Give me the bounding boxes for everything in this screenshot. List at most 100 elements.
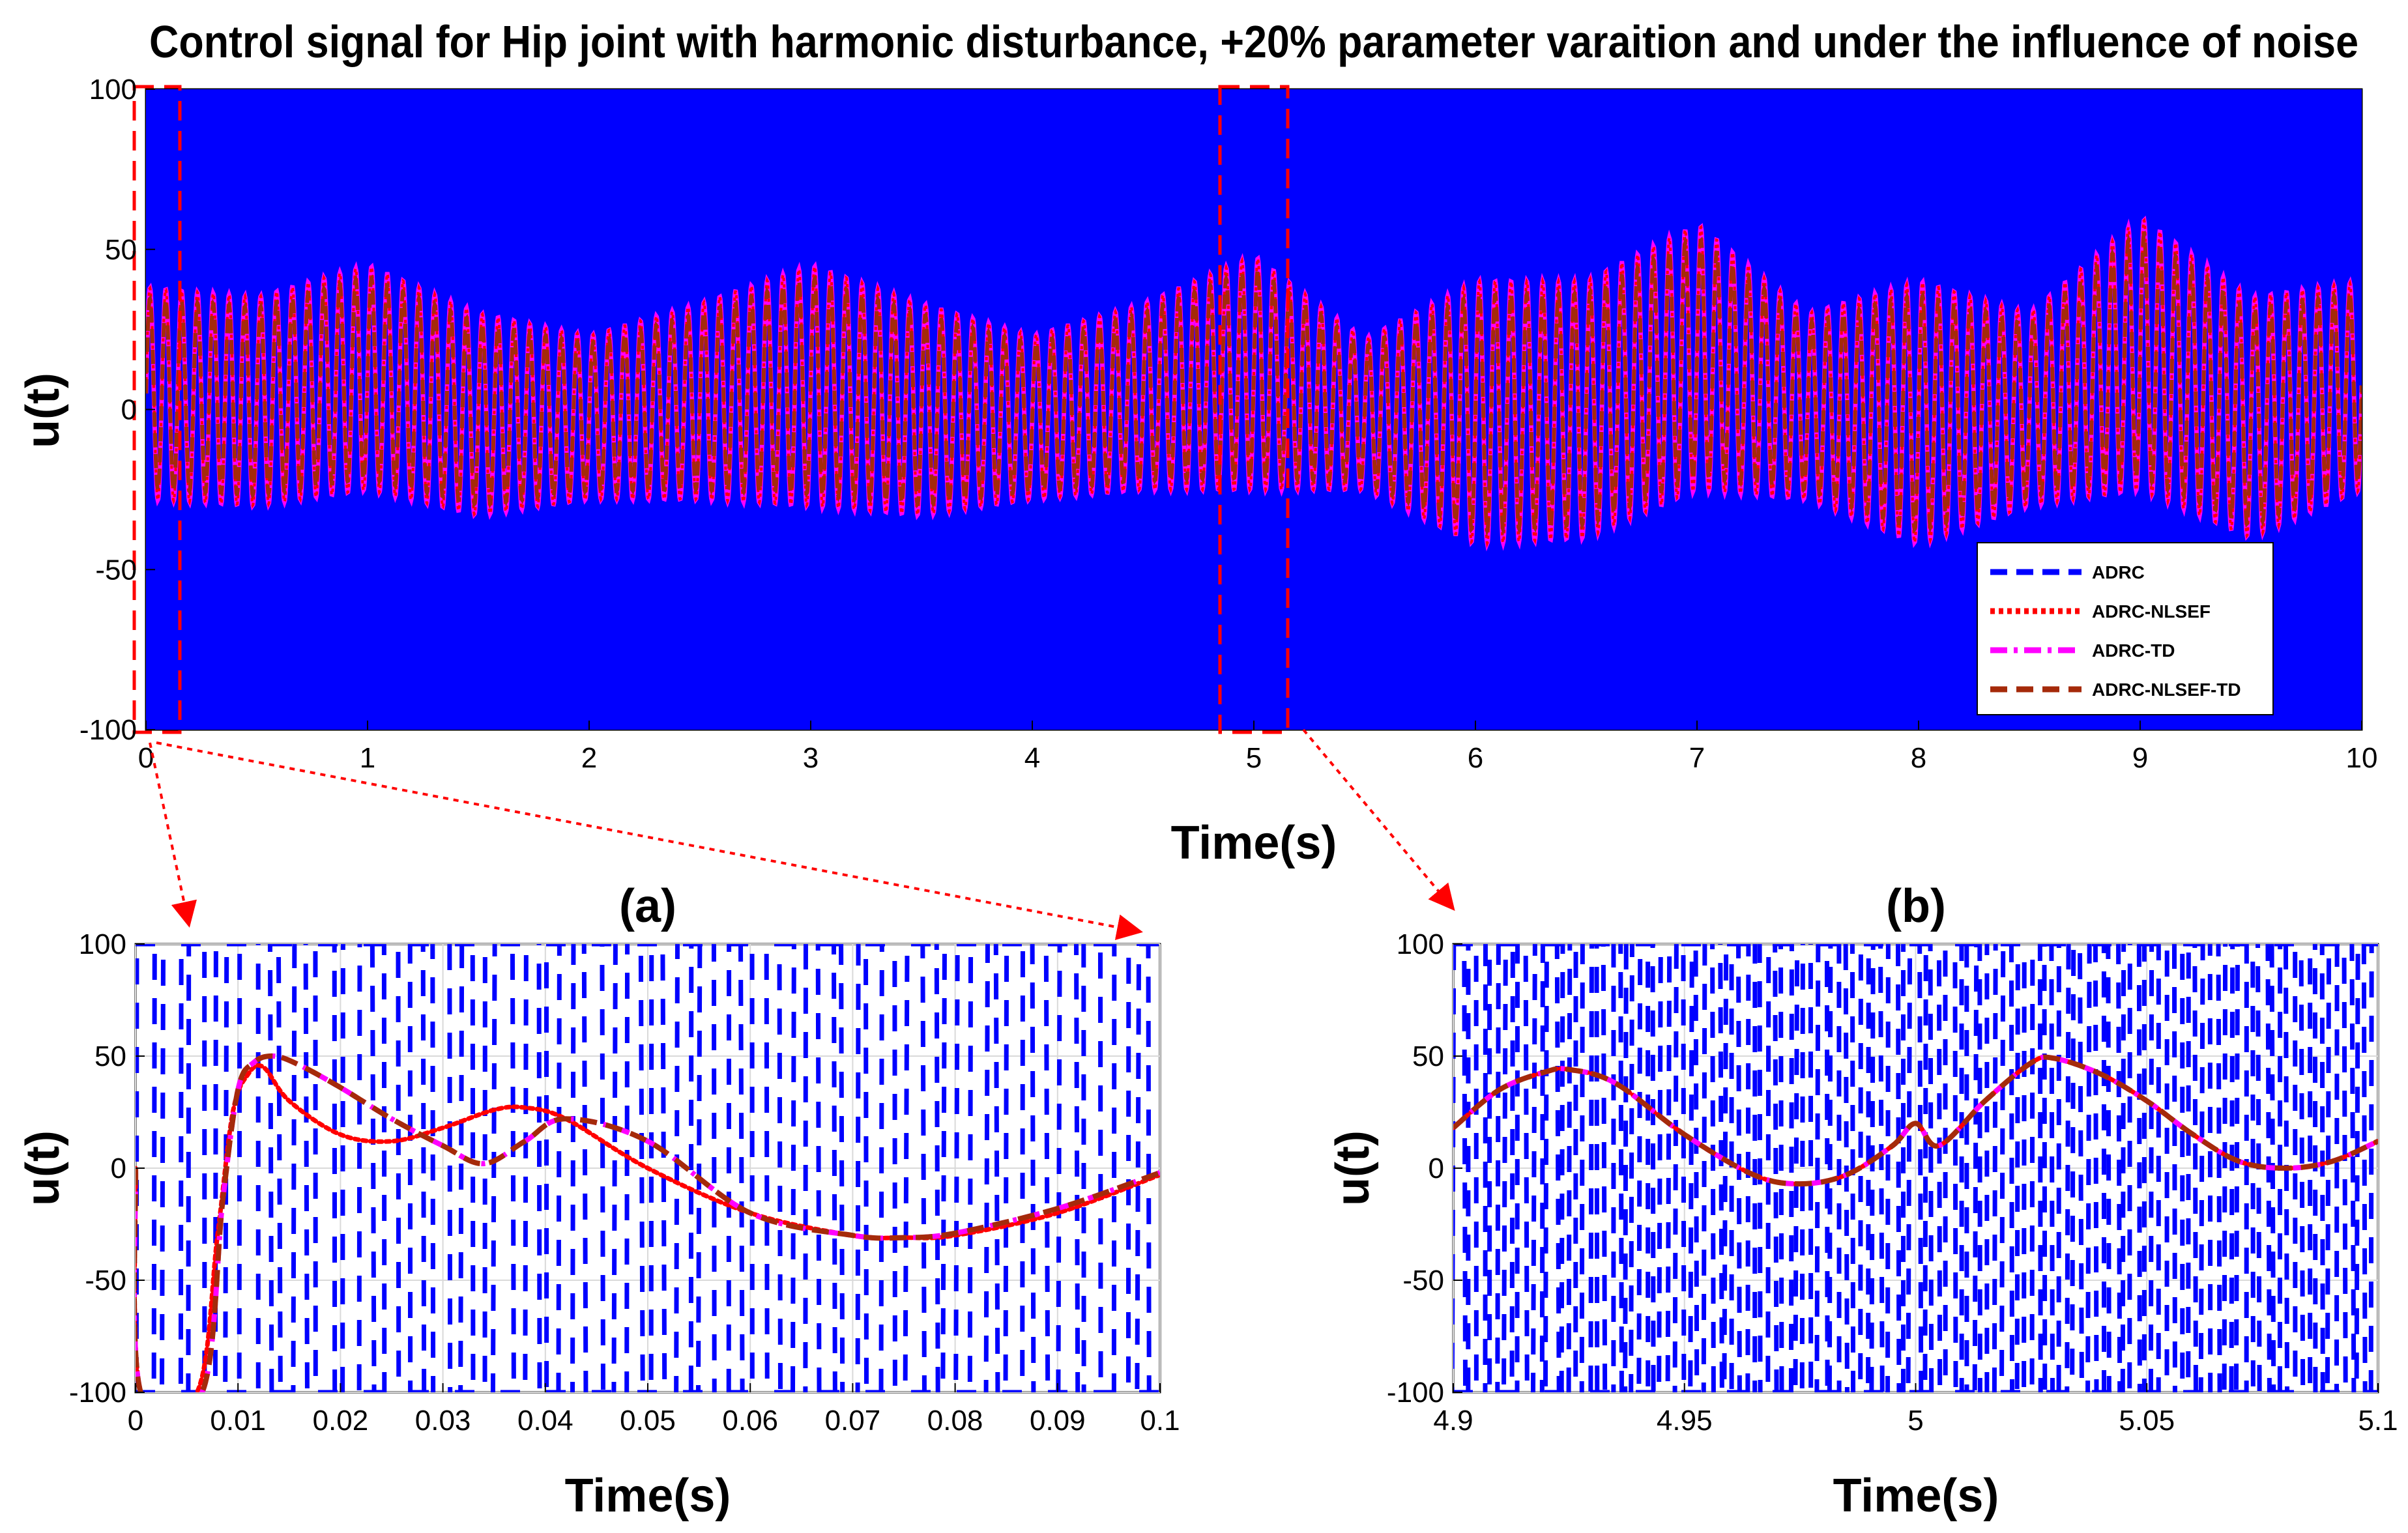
adrc-streak	[556, 944, 562, 1392]
main-x-axis-label: Time(s)	[1171, 817, 1337, 869]
zoom-region-boxes	[132, 85, 1290, 734]
adrc-streak	[370, 944, 377, 1392]
x-tick-label: 0.06	[722, 1405, 778, 1437]
x-tick-label: 5.1	[2358, 1405, 2398, 1437]
main-chart: Control signal for Hip joint with harmon…	[17, 16, 2377, 869]
connector-b	[1302, 728, 1455, 911]
x-tick-label: 0.08	[927, 1405, 983, 1437]
adrc-streak	[1618, 944, 1624, 1392]
x-tick-label: 4.95	[1657, 1405, 1713, 1437]
adrc-streak	[648, 944, 654, 1392]
adrc-streak	[1515, 944, 1520, 1392]
adrc-streak	[1030, 944, 1036, 1392]
x-tick-label: 7	[1689, 742, 1705, 774]
adrc-streak	[237, 944, 242, 1392]
adrc-streak	[2136, 944, 2142, 1392]
adrc-streak	[2093, 944, 2099, 1392]
y-tick-label: 100	[1397, 928, 1444, 960]
adrc-streak	[1972, 944, 1979, 1392]
adrc-streak	[1601, 944, 1608, 1392]
adrc-streak	[2065, 944, 2071, 1392]
adrc-streak	[1003, 944, 1009, 1392]
adrc-streak	[1928, 944, 1934, 1392]
adrc-streak	[1681, 944, 1687, 1392]
x-tick-label: 4	[1024, 742, 1040, 774]
adrc-streak	[2222, 944, 2228, 1392]
adrc-streak	[291, 944, 297, 1392]
x-tick-label: 9	[2132, 742, 2148, 774]
y-tick-label: -50	[95, 554, 137, 586]
adrc-streak	[470, 944, 476, 1392]
y-tick-label: 0	[111, 1153, 126, 1184]
y-tick-label: 50	[1412, 1040, 1444, 1072]
adrc-streak	[396, 944, 401, 1392]
adrc-streak	[2342, 944, 2348, 1392]
adrc-streak	[2361, 944, 2368, 1392]
x-tick-label: 5.05	[2119, 1405, 2175, 1437]
adrc-streak	[1992, 944, 1998, 1392]
adrc-streak	[2078, 944, 2084, 1392]
adrc-streak	[2106, 944, 2111, 1392]
x-tick-label: 0.05	[620, 1405, 676, 1437]
legend-label-adrc-nlsef-td: ADRC-NLSEF-TD	[2092, 680, 2241, 700]
adrc-streak	[1773, 944, 1779, 1392]
panel-b-y-axis-label: u(t)	[1327, 1130, 1379, 1206]
x-tick-label: 0.04	[517, 1405, 573, 1437]
adrc-streak	[831, 944, 837, 1392]
adrc-streak	[1878, 944, 1885, 1392]
x-tick-label: 0	[128, 1405, 143, 1437]
adrc-streak	[2192, 944, 2198, 1392]
adrc-streak	[1097, 944, 1103, 1392]
y-tick-label: -100	[1387, 1377, 1444, 1409]
adrc-streak	[2009, 944, 2015, 1392]
panel-b-x-axis-label: Time(s)	[1833, 1470, 1999, 1522]
adrc-streak	[1588, 944, 1594, 1392]
adrc-streak	[2198, 944, 2205, 1392]
adrc-streak	[983, 944, 990, 1392]
adrc-streak	[2085, 944, 2092, 1392]
main-y-axis-label: u(t)	[17, 373, 69, 448]
x-tick-label: 6	[1468, 742, 1483, 774]
connector-a-right	[156, 741, 1143, 940]
adrc-streak	[2233, 944, 2241, 1392]
adrc-streak	[523, 944, 529, 1392]
adrc-streak	[1543, 944, 1549, 1392]
x-tick-label: 0.01	[210, 1405, 266, 1437]
adrc-streak	[1657, 944, 1663, 1392]
adrc-streak	[159, 944, 166, 1392]
series-adrc-nlsef-td	[136, 1053, 1160, 1392]
zoom-panel-a: (a) 0 0.01 0.02 0.03 0.04 0.05 0.06 0.07 0.08 0.0…	[17, 880, 1180, 1522]
adrc-streak	[1146, 944, 1152, 1392]
adrc-streak	[920, 944, 927, 1392]
adrc-streak	[1135, 944, 1142, 1392]
y-tick-label: 100	[79, 928, 126, 960]
y-tick-label: 100	[89, 74, 137, 106]
legend-label-adrc-td: ADRC-TD	[2092, 640, 2175, 661]
y-tick-label: 50	[94, 1040, 126, 1072]
adrc-streak	[458, 944, 465, 1392]
adrc-streak	[303, 944, 310, 1392]
adrc-streak	[2354, 944, 2360, 1392]
adrc-streak	[1718, 944, 1724, 1392]
panel-b-x-ticks: 4.9 4.95 5 5.05 5.1	[1433, 1383, 2398, 1437]
main-y-ticks: 100 50 0 -50 -100	[80, 74, 155, 746]
adrc-streak	[2319, 944, 2325, 1392]
adrc-streak	[1672, 944, 1679, 1392]
adrc-streak	[1866, 944, 1871, 1392]
adrc-streak	[1869, 944, 1876, 1392]
adrc-streak	[1056, 944, 1062, 1392]
adrc-streak	[839, 944, 845, 1392]
adrc-streak	[903, 944, 910, 1392]
y-tick-label: 50	[105, 234, 137, 266]
x-tick-label: 0.03	[415, 1405, 471, 1437]
x-tick-label: 5	[1246, 742, 1262, 774]
x-tick-label: 0.1	[1140, 1405, 1180, 1437]
panel-a-marks	[136, 944, 1160, 1392]
adrc-streak	[803, 944, 808, 1392]
adrc-streak	[1778, 944, 1784, 1392]
adrc-streak	[2349, 944, 2357, 1392]
adrc-streak	[1917, 944, 1924, 1392]
adrc-streak	[1906, 944, 1913, 1392]
adrc-streak	[2116, 944, 2123, 1392]
